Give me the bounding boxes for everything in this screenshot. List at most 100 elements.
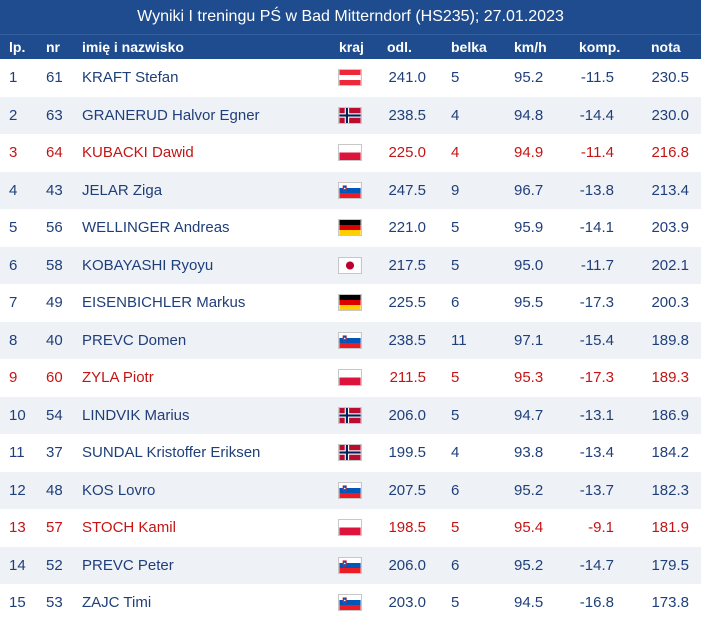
header-nr: nr xyxy=(46,39,60,55)
cell-nota: 202.1 xyxy=(651,256,689,274)
cell-odl: 199.5 xyxy=(388,444,426,462)
cell-odl: 221.0 xyxy=(388,219,426,237)
cell-name: PREVC Peter xyxy=(82,556,174,574)
table-row: 11 37 SUNDAL Kristoffer Eriksen 199.5 4 93.8 -… xyxy=(0,434,701,472)
cell-nr: 63 xyxy=(46,106,63,124)
cell-lp: 8 xyxy=(9,331,18,349)
cell-kmh: 93.8 xyxy=(514,444,544,462)
cell-komp: -11.7 xyxy=(580,256,614,274)
cell-nota: 184.2 xyxy=(651,444,689,462)
cell-nr: 56 xyxy=(46,219,63,237)
cell-komp: -14.4 xyxy=(579,106,614,124)
table-row: 14 52 PREVC Peter 206.0 6 95.2 -14.7 179.5 xyxy=(0,546,701,584)
cell-nota: 200.3 xyxy=(651,294,689,312)
cell-belka: 5 xyxy=(451,406,460,424)
cell-nota: 181.9 xyxy=(651,519,689,537)
cell-komp: -17.3 xyxy=(579,369,614,387)
cell-nr: 48 xyxy=(46,481,63,499)
cell-odl: 198.5 xyxy=(388,519,426,537)
cell-nota: 179.5 xyxy=(651,556,689,574)
cell-lp: 15 xyxy=(9,594,26,612)
cell-kmh: 96.7 xyxy=(514,181,544,199)
header-name: imię i nazwisko xyxy=(82,39,184,55)
header-odl: odl. xyxy=(387,39,412,55)
cell-kmh: 94.9 xyxy=(514,144,544,162)
cell-komp: -13.7 xyxy=(579,481,614,499)
table-row: 2 63 GRANERUD Halvor Egner 238.5 4 94.8 -14.4 2… xyxy=(0,96,701,134)
cell-komp: -15.4 xyxy=(579,331,614,349)
cell-belka: 5 xyxy=(451,519,460,537)
cell-kmh: 95.2 xyxy=(514,69,544,87)
cell-komp: -14.1 xyxy=(579,219,614,237)
austria-flag-icon xyxy=(338,59,362,97)
cell-name: KOBAYASHI Ryoyu xyxy=(82,256,214,274)
cell-lp: 14 xyxy=(9,556,26,574)
table-row: 10 54 LINDVIK Marius 206.0 5 94.7 -13.1 186.9 xyxy=(0,396,701,435)
cell-kmh: 95.9 xyxy=(514,219,544,237)
cell-name: GRANERUD Halvor Egner xyxy=(82,106,260,124)
table-row: 9 60 ZYLA Piotr 211.5 5 95.3 -17.3 189.3 xyxy=(0,359,701,397)
header-komp: komp. xyxy=(579,39,621,55)
cell-kmh: 97.1 xyxy=(514,331,544,349)
cell-komp: -14.7 xyxy=(579,556,614,574)
header-kmh: km/h xyxy=(514,39,547,55)
table-header: lp. nr imię i nazwisko kraj odl. belka k… xyxy=(0,34,701,59)
cell-kmh: 95.0 xyxy=(514,256,544,274)
cell-lp: 3 xyxy=(9,144,18,162)
cell-nr: 52 xyxy=(46,556,63,574)
cell-kmh: 95.3 xyxy=(514,369,544,387)
cell-odl: 225.5 xyxy=(388,294,426,312)
cell-nota: 213.4 xyxy=(651,181,689,199)
cell-name: KUBACKI Dawid xyxy=(82,144,194,162)
cell-belka: 4 xyxy=(451,106,460,124)
cell-lp: 9 xyxy=(9,369,18,387)
cell-odl: 207.5 xyxy=(388,481,426,499)
slovenia-flag-icon xyxy=(338,584,362,622)
cell-komp: -11.4 xyxy=(580,144,614,162)
cell-name: ZAJC Timi xyxy=(82,594,152,612)
table-row: 8 40 PREVC Domen 238.5 11 97.1 -15.4 189.8 xyxy=(0,321,701,359)
cell-odl: 217.5 xyxy=(388,256,426,274)
cell-nr: 40 xyxy=(46,331,63,349)
cell-nr: 43 xyxy=(46,181,63,199)
cell-nr: 64 xyxy=(46,144,63,162)
cell-nota: 203.9 xyxy=(651,219,689,237)
cell-komp: -16.8 xyxy=(579,594,614,612)
cell-belka: 6 xyxy=(451,481,460,499)
cell-kmh: 94.7 xyxy=(514,406,544,424)
cell-name: SUNDAL Kristoffer Eriksen xyxy=(82,444,261,462)
cell-nota: 173.8 xyxy=(651,594,689,612)
table-row: 3 64 KUBACKI Dawid 225.0 4 94.9 -11.4 216.8 xyxy=(0,134,701,172)
cell-odl: 225.0 xyxy=(388,144,426,162)
cell-lp: 4 xyxy=(9,181,18,199)
cell-belka: 4 xyxy=(451,444,460,462)
cell-name: LINDVIK Marius xyxy=(82,406,190,424)
table-row: 6 58 KOBAYASHI Ryoyu 217.5 5 95.0 -11.7 202.1 xyxy=(0,246,701,284)
cell-odl: 203.0 xyxy=(388,594,426,612)
cell-belka: 5 xyxy=(451,369,460,387)
cell-name: ZYLA Piotr xyxy=(82,369,154,387)
cell-kmh: 95.2 xyxy=(514,481,544,499)
poland-flag-icon xyxy=(338,509,362,547)
slovenia-flag-icon xyxy=(338,172,362,210)
cell-odl: 206.0 xyxy=(388,406,426,424)
slovenia-flag-icon xyxy=(338,472,362,510)
poland-flag-icon xyxy=(338,134,362,172)
table-row: 1 61 KRAFT Stefan 241.0 5 95.2 -11.5 230.5 xyxy=(0,59,701,97)
cell-belka: 5 xyxy=(451,69,460,87)
cell-nr: 37 xyxy=(46,444,63,462)
cell-kmh: 95.4 xyxy=(514,519,544,537)
cell-lp: 6 xyxy=(9,256,18,274)
cell-nr: 54 xyxy=(46,406,63,424)
cell-nota: 182.3 xyxy=(651,481,689,499)
header-nota: nota xyxy=(651,39,681,55)
cell-lp: 7 xyxy=(9,294,18,312)
norway-flag-icon xyxy=(338,434,362,472)
cell-nota: 189.3 xyxy=(651,369,689,387)
table-title: Wyniki I treningu PŚ w Bad Mitterndorf (… xyxy=(0,0,701,34)
cell-odl: 206.0 xyxy=(388,556,426,574)
norway-flag-icon xyxy=(338,397,362,435)
cell-kmh: 94.8 xyxy=(514,106,544,124)
cell-komp: -13.8 xyxy=(579,181,614,199)
